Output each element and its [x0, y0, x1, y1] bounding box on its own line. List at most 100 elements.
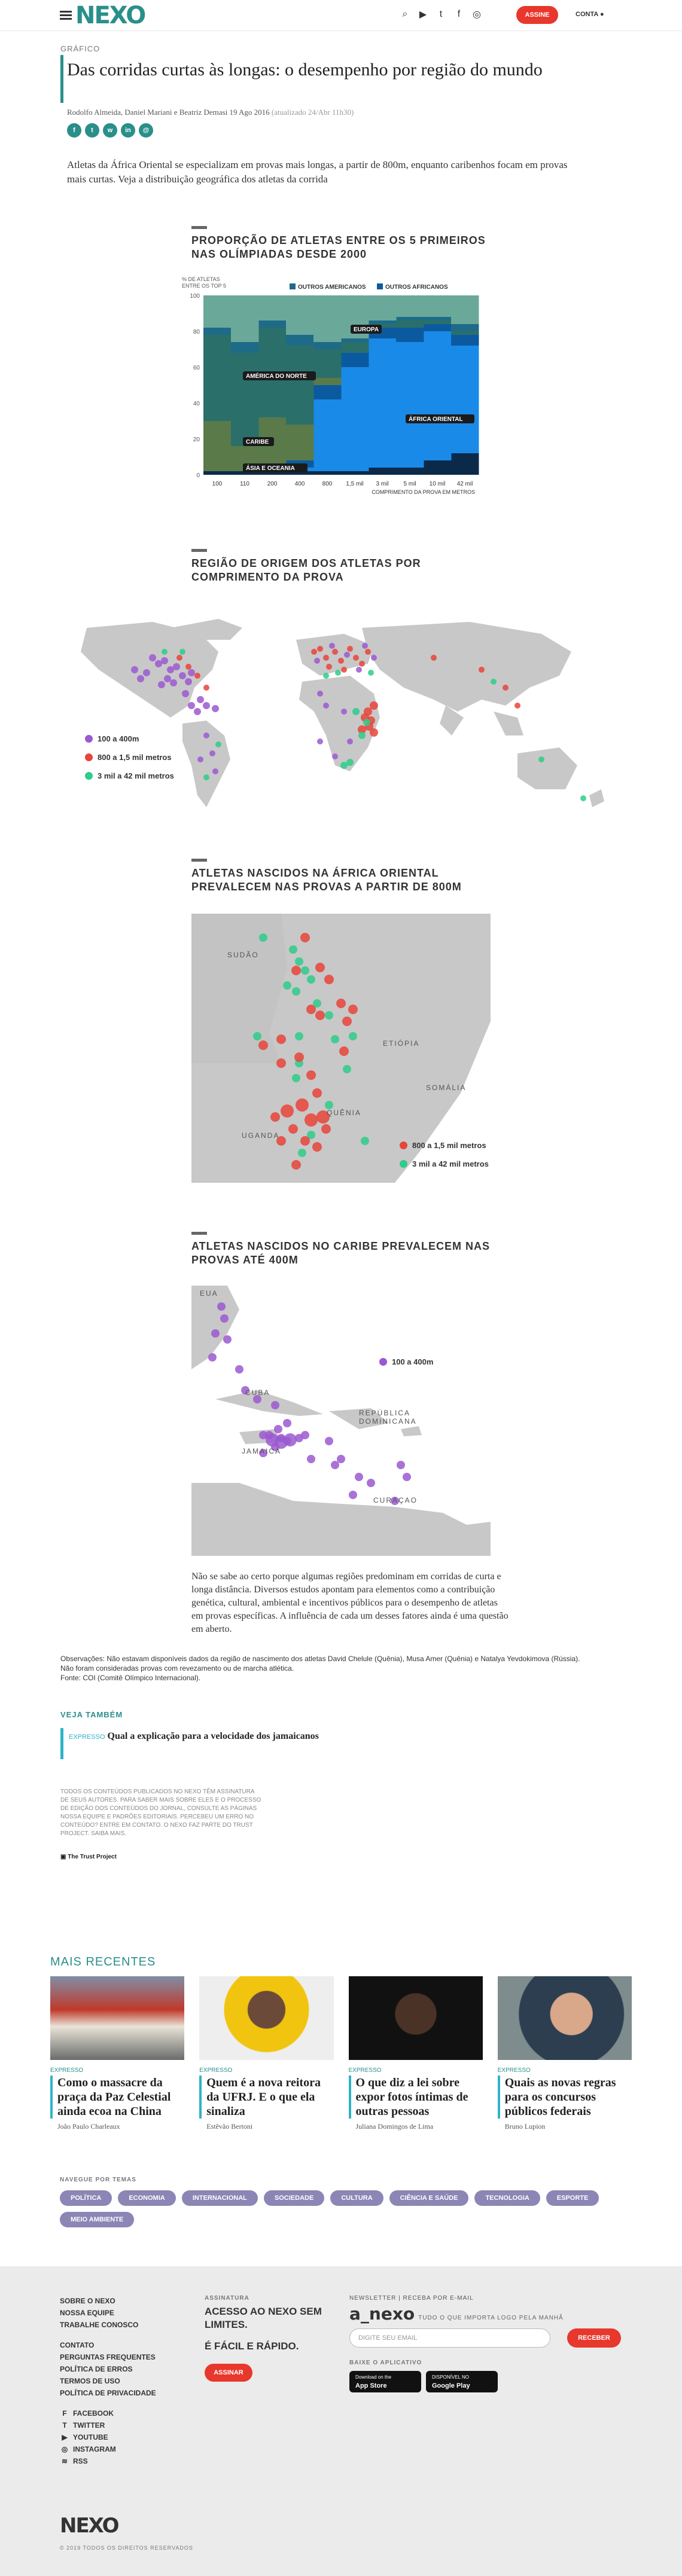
athlete-dot: [347, 646, 353, 652]
tag-economia[interactable]: ECONOMIA: [118, 2190, 176, 2206]
area-segment: [203, 421, 232, 471]
footer-link[interactable]: NOSSA EQUIPE: [60, 2309, 114, 2317]
region-label-bg: [243, 437, 274, 446]
twitter-icon[interactable]: t: [439, 9, 443, 19]
email-icon[interactable]: @: [139, 123, 153, 138]
source-text: Fonte: COI (Comitê Olímpico Internaciona…: [60, 1674, 201, 1682]
article-card[interactable]: EXPRESSO Quem é a nova reitora da UFRJ. …: [199, 1976, 334, 2131]
article-card[interactable]: EXPRESSO Quais as novas regras para os c…: [497, 1976, 632, 2131]
athlete-dot: [170, 679, 177, 686]
article-card[interactable]: EXPRESSO O que diz a lei sobre expor fot…: [348, 1976, 483, 2131]
athlete-dot: [317, 646, 323, 652]
trust-project-logo[interactable]: ▣ The Trust Project: [60, 1854, 117, 1860]
social-youtube[interactable]: ▶ YOUTUBE: [60, 2431, 156, 2443]
article-topic[interactable]: GRÁFICO: [60, 44, 101, 53]
athlete-dot: [503, 685, 509, 691]
area-segment: [424, 331, 452, 460]
area-segment: [369, 324, 397, 328]
subscribe-button[interactable]: ASSINAR: [205, 2364, 252, 2382]
instagram-icon[interactable]: ◎: [473, 10, 481, 20]
footer-link[interactable]: POLÍTICA DE PRIVACIDADE: [60, 2389, 156, 2397]
athlete-dot: [346, 759, 354, 766]
menu-icon[interactable]: [60, 11, 72, 20]
athlete-dot: [283, 981, 291, 990]
athlete-dot: [431, 655, 437, 661]
social-twitter[interactable]: t TWITTER: [60, 2419, 156, 2431]
search-icon[interactable]: ⌕: [402, 9, 408, 19]
header-icons: ⌕ ▶ t f ◎: [400, 8, 482, 20]
graphic-1: PROPORÇÃO DE ATLETAS ENTRE OS 5 PRIMEIRO…: [191, 226, 491, 261]
athlete-dot: [316, 1110, 330, 1124]
social-facebook[interactable]: f FACEBOOK: [60, 2407, 156, 2419]
x-tick-label: 100: [212, 481, 223, 487]
app-store-badge[interactable]: Download on the App Store: [349, 2371, 421, 2392]
athlete-dot: [325, 1437, 333, 1445]
footer-link[interactable]: TRABALHE CONOSCO: [60, 2321, 139, 2329]
facebook-icon[interactable]: f: [457, 9, 461, 19]
athlete-dot: [325, 1101, 333, 1109]
facebook-icon[interactable]: f: [67, 123, 81, 138]
tag-esporte[interactable]: ESPORTE: [546, 2190, 599, 2206]
area-segment: [313, 295, 342, 342]
google-play-badge[interactable]: DISPONÍVEL NO Google Play: [426, 2371, 498, 2392]
tag-ciencia-saude[interactable]: CIÊNCIA E SAÚDE: [389, 2190, 469, 2206]
athlete-dot: [323, 655, 329, 661]
athlete-dot: [362, 643, 368, 649]
athlete-dot: [188, 669, 195, 676]
whatsapp-icon[interactable]: w: [103, 123, 117, 138]
footer-link[interactable]: CONTATO: [60, 2341, 95, 2349]
y-tick-label: 0: [196, 472, 200, 479]
user-icon: ●: [599, 11, 604, 18]
footer-link[interactable]: SOBRE O NEXO: [60, 2297, 115, 2305]
athlete-dot: [274, 1425, 282, 1433]
app-store-label: App Store: [355, 2382, 387, 2389]
youtube-icon[interactable]: ▶: [419, 10, 427, 20]
athlete-dot: [355, 1473, 363, 1481]
athlete-dot: [173, 663, 180, 670]
athlete-dot: [203, 732, 209, 738]
card-image: [348, 1976, 483, 2060]
see-also-link[interactable]: EXPRESSO Qual a explicação para a veloci…: [69, 1729, 320, 1744]
tag-cultura[interactable]: CULTURA: [330, 2190, 383, 2206]
see-also-kicker: EXPRESSO: [69, 1733, 105, 1741]
publish-date: 19 Ago 2016: [229, 108, 270, 117]
site-logo[interactable]: NEXO: [75, 2, 146, 29]
country-label-dominican-republic: REPÚBLICA DOMINICANA: [359, 1409, 417, 1426]
graphic-2-title: REGIÃO DE ORIGEM DOS ATLETAS POR COMPRIM…: [191, 557, 421, 583]
receive-button[interactable]: RECEBER: [567, 2328, 621, 2348]
twitter-icon[interactable]: t: [85, 123, 99, 138]
subscribe-button[interactable]: ASSINE: [516, 6, 558, 24]
athlete-dot: [158, 681, 165, 688]
footer-logo[interactable]: NEXO: [60, 2514, 120, 2538]
region-label-asia-oceania: ÁSIA E OCEANIA: [246, 464, 295, 472]
social-label: FACEBOOK: [73, 2409, 114, 2418]
newsletter-name: a_nexo TUDO O QUE IMPORTA LOGO PELA MANHÃ: [349, 2304, 625, 2324]
athlete-dot: [339, 1046, 349, 1056]
tag-sociedade[interactable]: SOCIEDADE: [263, 2190, 325, 2206]
footer-link[interactable]: POLÍTICA DE ERROS: [60, 2365, 133, 2373]
athlete-dot: [367, 1479, 375, 1487]
account-link[interactable]: CONTA ●: [576, 11, 604, 18]
tag-internacional[interactable]: INTERNACIONAL: [181, 2190, 258, 2206]
email-input[interactable]: DIGITE SEU EMAIL: [349, 2328, 550, 2348]
area-segment: [341, 353, 369, 367]
social-instagram[interactable]: ◎ INSTAGRAM: [60, 2443, 156, 2455]
tag-tecnologia[interactable]: TECNOLOGIA: [474, 2190, 540, 2206]
athlete-dot: [336, 999, 346, 1008]
tags-label: NAVEGUE POR TEMAS: [60, 2177, 136, 2183]
article-card[interactable]: EXPRESSO Como o massacre da praça da Paz…: [50, 1976, 185, 2131]
footer-link[interactable]: PERGUNTAS FREQUENTES: [60, 2353, 156, 2361]
athlete-dot: [131, 666, 138, 673]
graphic-3-title: ATLETAS NASCIDOS NA ÁFRICA ORIENTAL PREV…: [191, 867, 462, 893]
authors: Rodolfo Almeida, Daniel Mariani e Beatri…: [67, 108, 228, 117]
athlete-dot: [307, 1455, 315, 1463]
tag-meio-ambiente[interactable]: MEIO AMBIENTE: [60, 2212, 135, 2227]
social-rss[interactable]: ≋ RSS: [60, 2455, 156, 2467]
footer-link[interactable]: TERMOS DE USO: [60, 2377, 120, 2385]
y-tick-label: 20: [193, 437, 200, 443]
area-segment: [396, 317, 424, 321]
tag-politica[interactable]: POLÍTICA: [60, 2190, 112, 2206]
area-segment: [396, 321, 424, 328]
area-segment: [396, 468, 424, 475]
linkedin-icon[interactable]: in: [121, 123, 135, 138]
